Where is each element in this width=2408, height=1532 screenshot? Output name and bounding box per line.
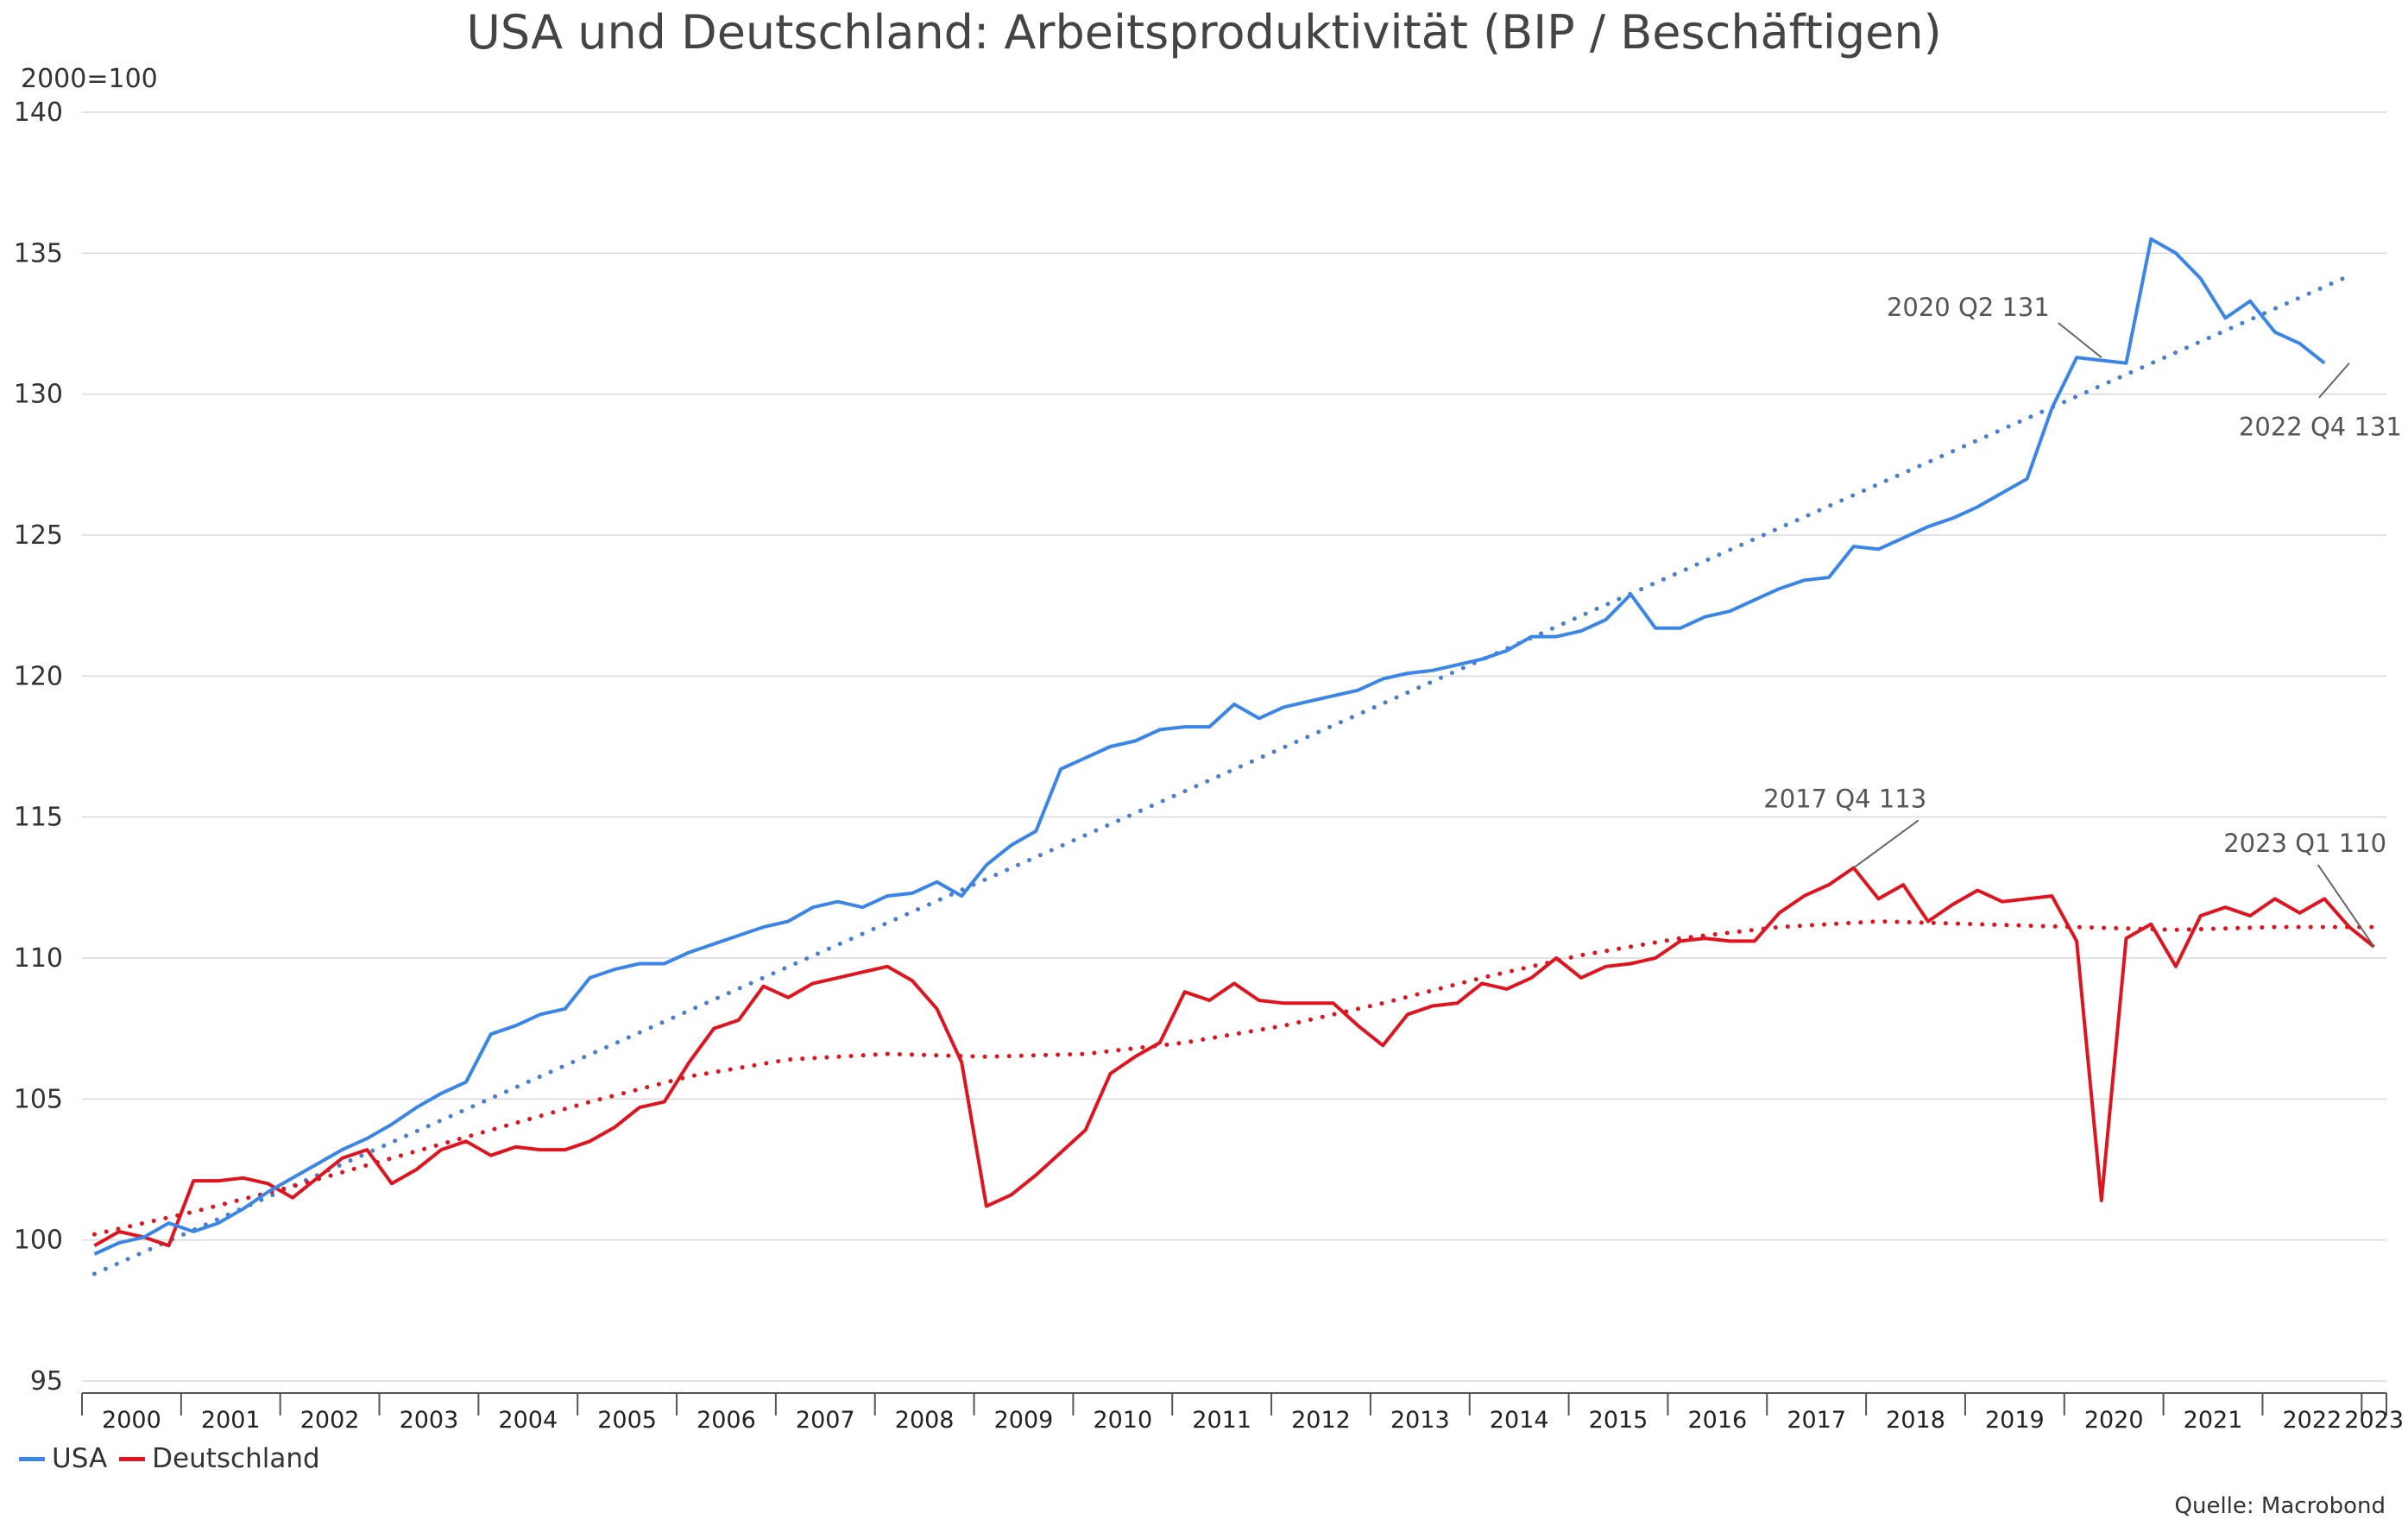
x-tick-label: 2008 [895,1407,955,1434]
x-tick-label: 2021 [2184,1407,2243,1434]
chart-title: USA und Deutschland: Arbeitsproduktivitä… [466,5,1942,60]
legend-label-deutschland: Deutschland [152,1443,320,1474]
y-tick-label: 100 [14,1226,63,1256]
annotation-leader [2318,363,2350,399]
x-tick-label: 2001 [201,1407,261,1434]
x-tick-label: 2005 [597,1407,657,1434]
x-tick-label: 2015 [1589,1407,1648,1434]
x-tick-label: 2018 [1886,1407,1945,1434]
legend-swatch-usa [19,1456,45,1461]
x-tick-label: 2012 [1291,1407,1351,1434]
x-tick-label: 2013 [1390,1407,1450,1434]
x-tick-label: 2023 [2344,1407,2404,1434]
y-unit-label: 2000=100 [21,64,158,94]
y-tick-label: 105 [14,1084,63,1114]
annotation-label: 2023 Q1 110 [2223,829,2386,858]
y-tick-label: 120 [14,661,63,691]
x-tick-label: 2022 [2283,1407,2342,1434]
usa-line [93,237,2326,1256]
x-tick-label: 2002 [300,1407,360,1434]
x-tick-label: 2003 [400,1407,459,1434]
y-tick-label: 125 [14,520,63,551]
legend: USA Deutschland [19,1443,332,1474]
x-tick-label: 2000 [102,1407,161,1434]
annotation-leader [2058,322,2102,358]
x-tick-label: 2006 [697,1407,756,1434]
y-axis: 95 100 105 110 115 120 125 130 135 140 [14,98,63,1396]
x-tick-label: 2017 [1787,1407,1846,1434]
x-tick-label: 2009 [994,1407,1054,1434]
x-tick-label: 2019 [1985,1407,2045,1434]
legend-swatch-deutschland [119,1456,146,1461]
x-axis: 2000 2001 2002 2003 2004 2005 2006 2007 2008 2009… [81,1392,2404,1434]
annotation-label: 2022 Q4 131 [2239,413,2402,442]
x-tick-label: 2016 [1687,1407,1747,1434]
y-tick-label: 110 [14,943,63,974]
y-tick-label: 115 [14,803,63,833]
source-note: Quelle: Macrobond [2174,1493,2386,1519]
annotation-label: 2020 Q2 131 [1887,293,2050,322]
legend-label-usa: USA [52,1443,108,1474]
gridlines [82,111,2386,1382]
deutschland-trend-line [91,918,2377,1237]
legend-item-usa: USA [19,1443,107,1474]
annotation-label: 2017 Q4 113 [1763,784,1926,813]
y-tick-label: 130 [14,380,63,410]
x-tick-label: 2020 [2084,1407,2144,1434]
y-tick-label: 140 [14,98,63,128]
y-tick-label: 135 [14,238,63,268]
x-tick-label: 2007 [796,1407,855,1434]
x-tick-label: 2014 [1490,1407,1549,1434]
deutschland-line [93,866,2375,1248]
annotation-leader [1853,819,1919,869]
x-tick-label: 2010 [1093,1407,1152,1434]
usa-trend-line [91,274,2352,1277]
legend-item-deutschland: Deutschland [119,1443,320,1474]
x-tick-label: 2004 [498,1407,558,1434]
x-tick-label: 2011 [1192,1407,1251,1434]
series-lines [93,237,2375,1256]
annotations: 2020 Q2 131 2022 Q4 131 2017 Q4 113 2023 Q1… [1763,293,2402,948]
y-tick-label: 95 [30,1366,63,1396]
annotation-leader [2317,864,2375,948]
trend-lines [91,274,2377,1277]
